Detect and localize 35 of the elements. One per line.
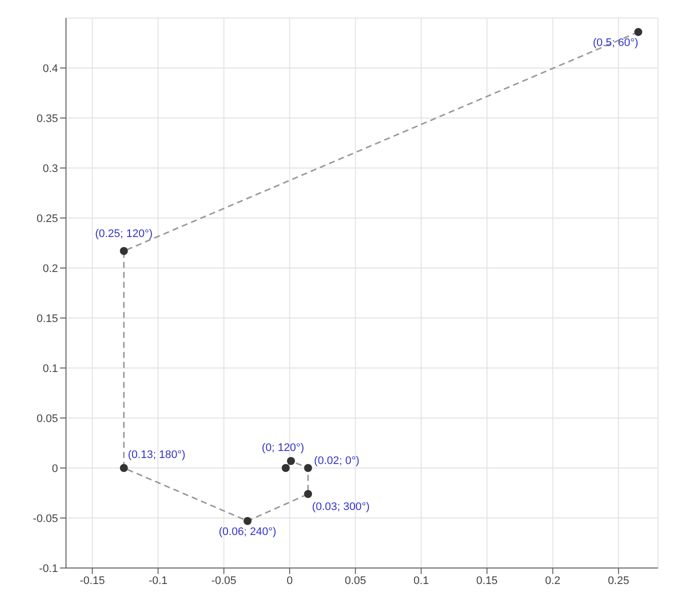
annotation: (0.5; 60°) bbox=[592, 37, 638, 49]
x-tick-label: 0.2 bbox=[545, 574, 560, 587]
annotation: (0.03; 300°) bbox=[312, 501, 370, 513]
annotation: (0; 120°) bbox=[262, 442, 304, 454]
point bbox=[282, 464, 290, 472]
x-tick-label: 0.05 bbox=[344, 574, 366, 587]
y-tick-label: 0.2 bbox=[42, 262, 58, 275]
annotation: (0.13; 180°) bbox=[128, 449, 186, 461]
y-tick-label: 0.35 bbox=[36, 112, 58, 125]
point bbox=[634, 28, 642, 36]
x-tick-label: -0.15 bbox=[80, 574, 105, 587]
y-tick-label: 0.05 bbox=[36, 412, 58, 425]
y-tick-label: 0.15 bbox=[36, 312, 58, 325]
x-tick-label: 0.25 bbox=[608, 574, 630, 587]
annotation: (0.25; 120°) bbox=[95, 228, 153, 240]
x-tick-label: 0.15 bbox=[476, 574, 498, 587]
x-tick-label: -0.1 bbox=[148, 574, 168, 587]
point bbox=[304, 490, 312, 498]
annotation: (0.02; 0°) bbox=[314, 455, 360, 467]
point bbox=[244, 517, 252, 525]
y-tick-label: 0.4 bbox=[42, 62, 58, 75]
point bbox=[286, 457, 295, 465]
x-tick-label: -0.05 bbox=[211, 574, 236, 587]
point bbox=[304, 464, 312, 472]
x-tick-label: 0 bbox=[286, 574, 293, 587]
y-tick-label: 0 bbox=[52, 462, 58, 475]
annotation: (0.06; 240°) bbox=[218, 526, 276, 538]
x-tick-label: 0.1 bbox=[414, 574, 429, 587]
y-tick-label: 0.3 bbox=[42, 162, 58, 175]
y-tick-label: 0.1 bbox=[42, 362, 58, 375]
y-tick-label: -0.1 bbox=[39, 562, 58, 575]
point bbox=[120, 464, 128, 472]
y-tick-label: -0.05 bbox=[32, 512, 58, 525]
point bbox=[120, 247, 128, 255]
y-tick-label: 0.25 bbox=[36, 212, 58, 225]
